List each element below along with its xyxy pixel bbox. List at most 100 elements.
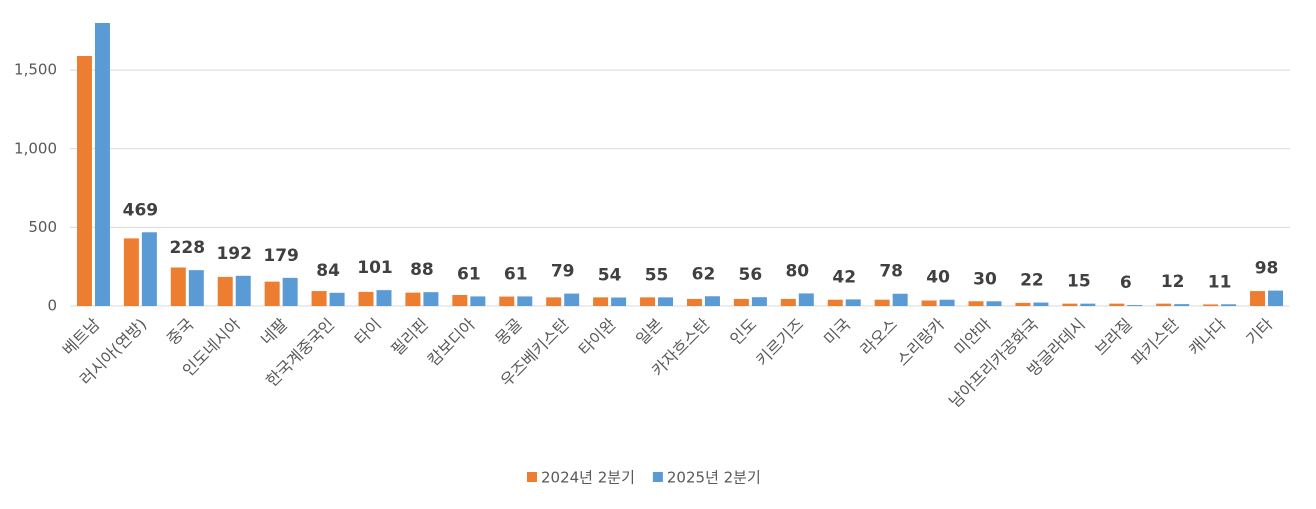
bar: [546, 297, 562, 306]
bar: [939, 299, 955, 306]
data-label: 61: [504, 264, 528, 284]
bar: [123, 238, 139, 306]
bar: [1033, 302, 1049, 306]
data-label: 15: [1067, 272, 1091, 292]
bar: [1221, 304, 1237, 306]
bar: [141, 232, 157, 306]
bar: [827, 299, 843, 306]
x-tick-label: 미국: [820, 315, 854, 349]
x-tick-label: 미얀마: [950, 314, 995, 359]
data-label: 6: [1120, 273, 1132, 293]
x-tick-label: 몽골: [492, 315, 526, 349]
data-label: 469: [123, 200, 159, 220]
bar: [358, 291, 374, 306]
data-label: 40: [926, 268, 950, 288]
bar: [733, 298, 749, 306]
bar: [1268, 290, 1284, 306]
x-tick-label: 라오스: [856, 315, 901, 360]
data-label: 42: [832, 267, 856, 287]
bar: [892, 293, 908, 306]
bar: [1080, 303, 1096, 306]
bar: [921, 300, 937, 306]
bar: [217, 276, 233, 306]
data-label: 84: [316, 261, 340, 281]
data-label: 192: [216, 244, 252, 264]
bar: [874, 299, 890, 306]
bar: [1127, 305, 1143, 306]
x-tick-label: 중국: [163, 315, 197, 349]
y-tick-label: 0: [47, 297, 57, 315]
legend-swatch: [652, 472, 663, 482]
data-label: 88: [410, 260, 434, 280]
x-tick-label: 타이: [351, 315, 385, 349]
bar: [658, 297, 674, 306]
bar: [640, 297, 656, 306]
x-tick-label: 필리핀: [387, 315, 432, 360]
data-label: 22: [1020, 271, 1044, 291]
data-label: 80: [785, 261, 809, 281]
y-tick-label: 500: [28, 218, 57, 236]
bar: [423, 292, 439, 306]
x-tick-label: 캐나다: [1185, 314, 1230, 359]
data-label: 56: [739, 265, 763, 285]
x-tick-label: 일본: [632, 315, 666, 349]
x-tick-label: 키르기즈: [752, 315, 807, 370]
bar: [1156, 303, 1172, 306]
y-tick-label: 1,000: [14, 139, 57, 157]
x-tick-label: 베트남: [59, 314, 104, 359]
x-tick-label: 기타: [1242, 314, 1276, 348]
bar: [170, 267, 186, 306]
y-tick-label: 1,500: [14, 61, 57, 79]
data-label: 98: [1255, 259, 1279, 279]
data-label: 79: [551, 262, 575, 282]
legend-label: 2024년 2분기: [541, 469, 635, 487]
data-label: 54: [598, 266, 622, 286]
x-tick-label: 파키스탄: [1128, 314, 1183, 369]
bar: [686, 298, 702, 306]
data-label: 101: [357, 258, 393, 278]
bar: [751, 297, 767, 306]
bar: [1015, 302, 1031, 306]
bar: [499, 296, 515, 306]
x-tick-label: 브라질: [1091, 315, 1136, 360]
bar: [94, 23, 110, 306]
bar: [405, 292, 421, 306]
bar: [188, 270, 204, 306]
data-label: 55: [645, 265, 669, 285]
bar: [968, 301, 984, 306]
bar: [798, 293, 814, 306]
legend-label: 2025년 2분기: [667, 469, 761, 487]
x-tick-label: 네팔: [257, 314, 291, 348]
bar: [376, 290, 392, 306]
data-label: 11: [1208, 272, 1232, 292]
bar: [517, 296, 533, 306]
legend-swatch: [527, 472, 537, 482]
bar: [1109, 303, 1125, 306]
bar: [1250, 291, 1266, 306]
data-label: 12: [1161, 272, 1185, 292]
bar: [593, 297, 609, 306]
bar: [780, 298, 796, 306]
bar: [282, 277, 298, 306]
bar: [1203, 304, 1219, 306]
bar: [470, 296, 486, 306]
bar: [704, 296, 720, 306]
bar: [329, 292, 345, 306]
x-tick-label: 타이완: [575, 314, 620, 359]
data-label: 61: [457, 264, 481, 284]
bar: [1174, 304, 1190, 306]
bar: [611, 297, 627, 306]
bar: [235, 275, 251, 306]
x-tick-label: 인도: [726, 315, 760, 349]
data-label: 179: [263, 246, 299, 266]
x-tick-label: 캄보디아: [424, 314, 479, 369]
bar: [264, 281, 280, 306]
bar: [1062, 303, 1078, 306]
data-label: 78: [879, 262, 903, 282]
bar: [76, 56, 92, 307]
bar: [452, 294, 468, 306]
data-label: 30: [973, 269, 997, 289]
bar: [845, 299, 861, 306]
